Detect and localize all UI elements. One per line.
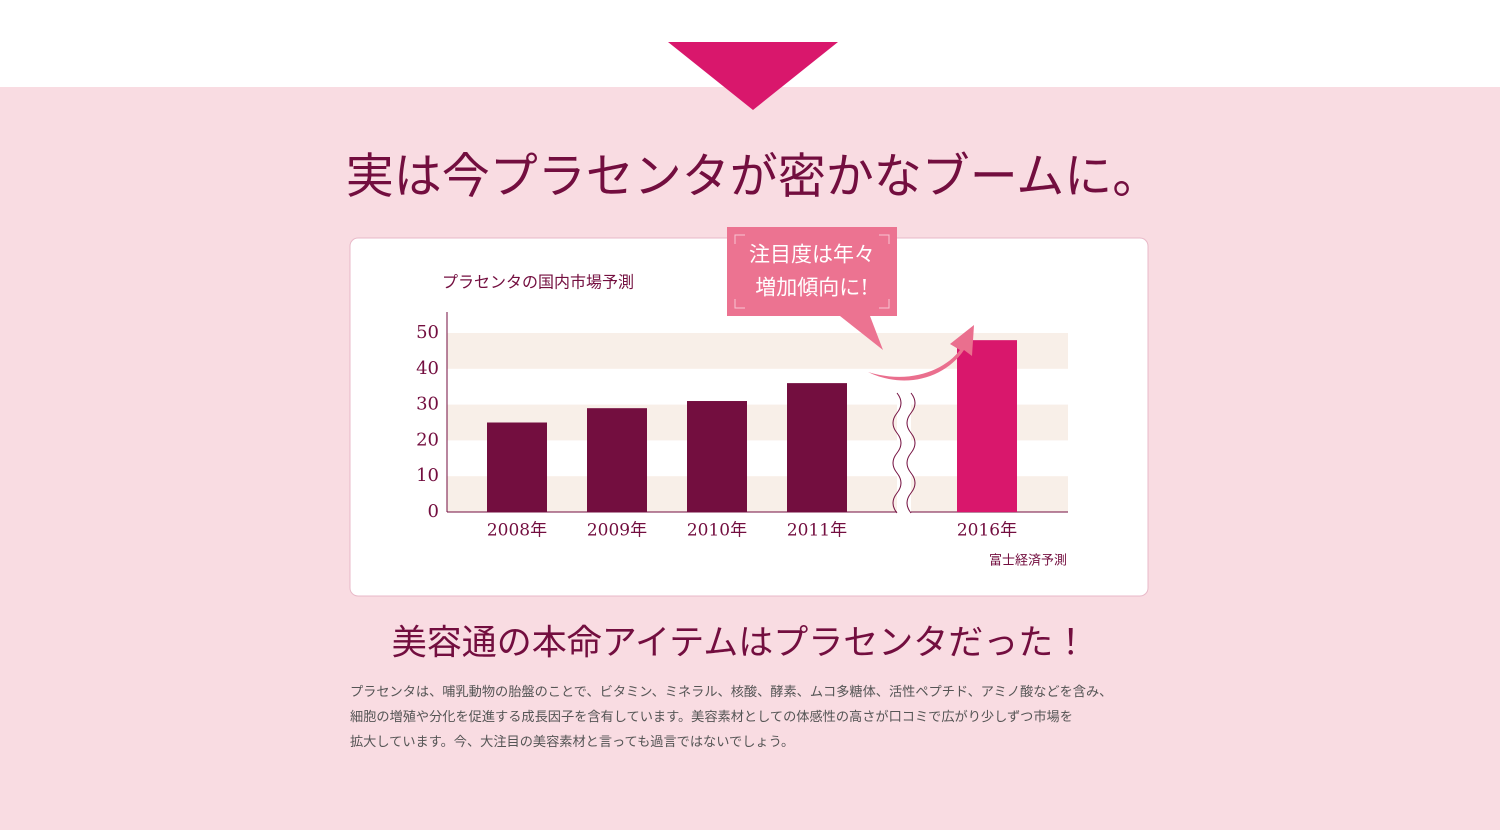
- y-tick-label: 40: [416, 358, 439, 379]
- y-tick-label: 10: [416, 465, 439, 486]
- callout-line: 注目度は年々: [749, 243, 875, 267]
- bar: [787, 383, 847, 512]
- subheading: 美容通の本命アイテムはプラセンタだった！: [392, 624, 1089, 664]
- x-tick-label: 2016年: [957, 521, 1017, 541]
- plot-area: 0 10 20 30 40 50 2008年 2009年 2010年 2011年 2016年: [416, 312, 1068, 541]
- callout-box: [727, 227, 897, 316]
- y-tick-label: 30: [416, 394, 439, 415]
- heading: 実は今プラセンタが密かなブームに。: [346, 149, 1161, 205]
- axis-break: [906, 392, 916, 514]
- callout-tail: [840, 316, 883, 350]
- y-tick-label: 0: [428, 501, 439, 522]
- bar: [487, 422, 547, 512]
- down-arrow: [668, 42, 838, 110]
- y-tick-label: 50: [416, 322, 439, 343]
- x-tick-label: 2008年: [487, 521, 547, 541]
- bar: [957, 340, 1017, 512]
- chart-source: 富士経済予測: [989, 554, 1067, 569]
- trend-arrow: [868, 325, 974, 381]
- callout-line: 増加傾向に!: [755, 276, 868, 300]
- x-tick-label: 2010年: [687, 521, 747, 541]
- x-tick-label: 2009年: [587, 521, 647, 541]
- bar: [587, 408, 647, 512]
- y-tick-label: 20: [416, 429, 439, 450]
- body-line: 細胞の増殖や分化を促進する成長因子を含有しています。美容素材としての体感性の高さ…: [350, 708, 1073, 725]
- body-line: プラセンタは、哺乳動物の胎盤のことで、ビタミン、ミネラル、核酸、酵素、ムコ多糖体…: [350, 684, 1112, 700]
- callout-frame: [734, 234, 890, 309]
- callout: 注目度は年々 増加傾向に!: [727, 227, 897, 350]
- chart-title: プラセンタの国内市場予測: [442, 273, 634, 292]
- body-text: プラセンタは、哺乳動物の胎盤のことで、ビタミン、ミネラル、核酸、酵素、ムコ多糖体…: [350, 684, 1112, 750]
- x-tick-label: 2011年: [787, 521, 847, 541]
- axis-break: [892, 392, 902, 514]
- bar: [687, 401, 747, 512]
- body-line: 拡大しています。今、大注目の美容素材と言っても過言ではないでしょう。: [350, 733, 794, 750]
